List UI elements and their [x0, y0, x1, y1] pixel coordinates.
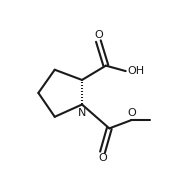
Text: O: O	[98, 153, 107, 163]
Text: O: O	[128, 108, 137, 118]
Text: OH: OH	[128, 66, 145, 76]
Text: O: O	[94, 30, 103, 40]
Text: N: N	[78, 108, 86, 118]
